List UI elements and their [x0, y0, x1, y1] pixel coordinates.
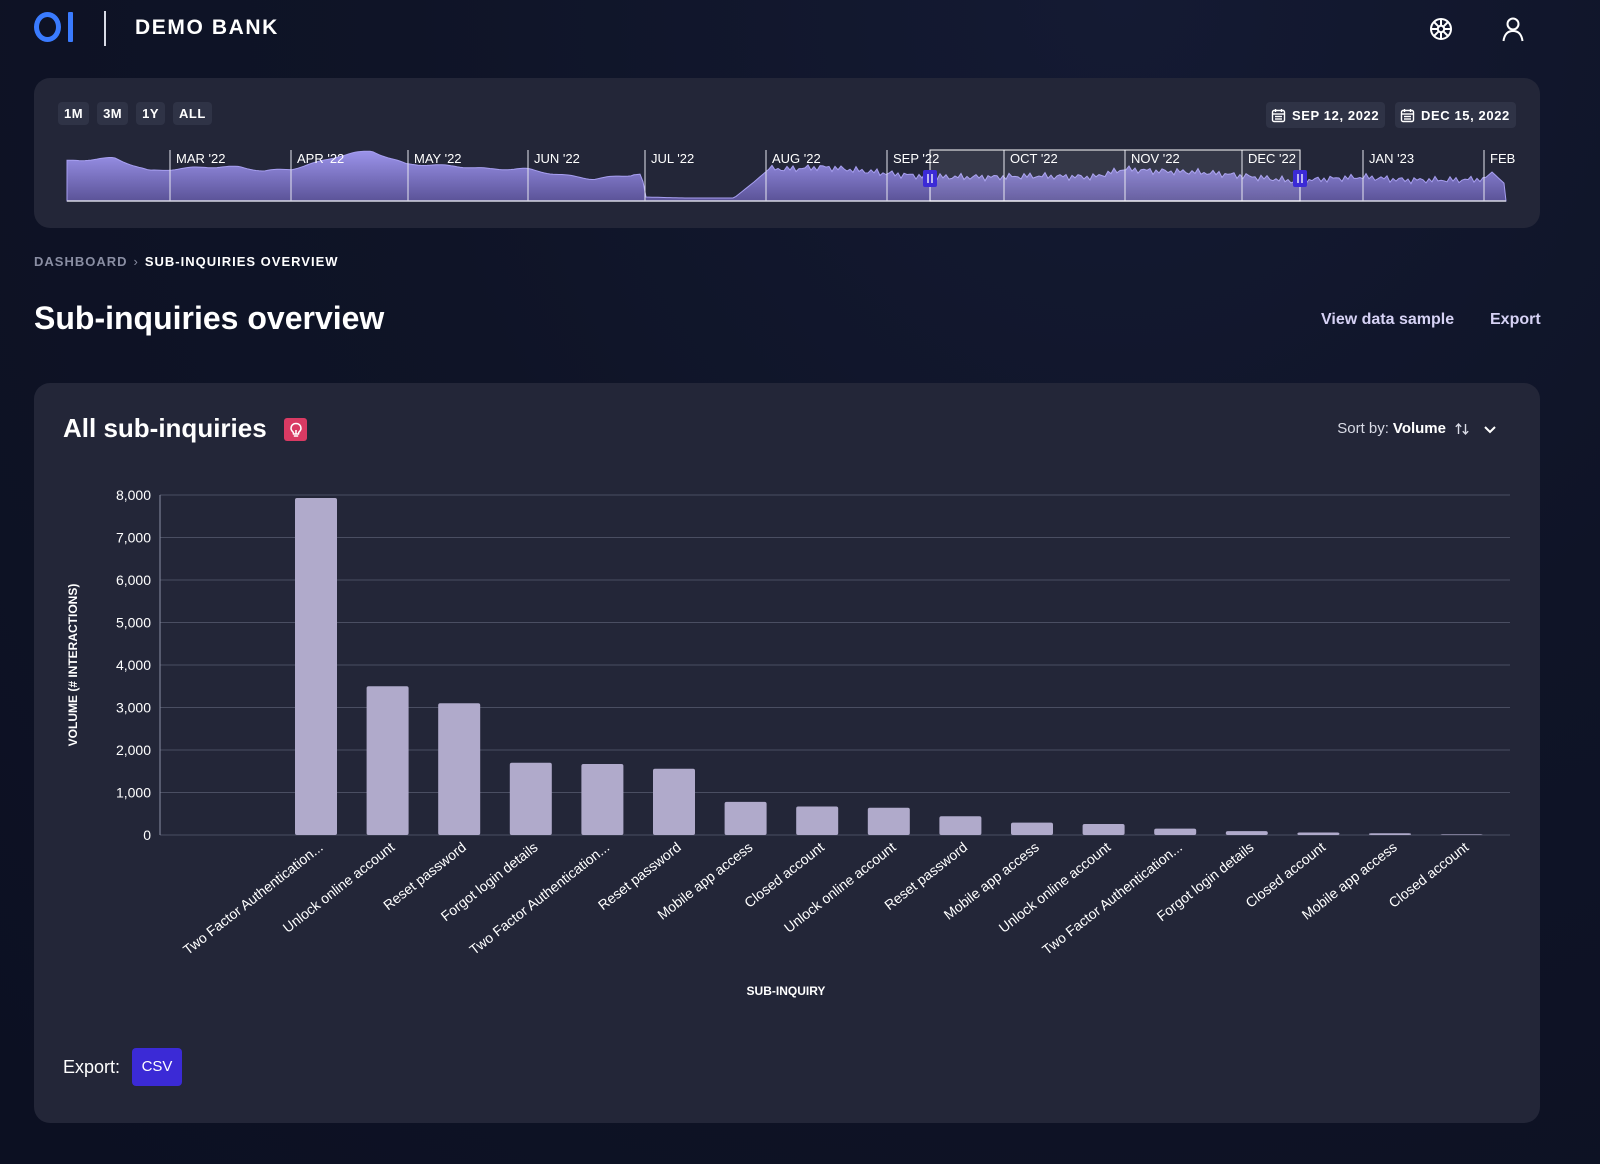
export-label: Export:	[63, 1057, 121, 1077]
bar[interactable]	[509, 762, 552, 835]
calendar-icon	[1271, 108, 1286, 122]
x-tick-label: Closed account	[1386, 839, 1472, 911]
chevron-down-icon[interactable]	[1482, 421, 1498, 437]
month-label: OCT '22	[1010, 151, 1058, 166]
month-label: AUG '22	[772, 151, 821, 166]
start-date-text: SEP 12, 2022	[1292, 107, 1380, 123]
page-title: Sub-inquiries overview	[34, 300, 385, 336]
month-label: MAR '22	[176, 151, 225, 166]
month-label: JUN '22	[534, 151, 580, 166]
brand-name: DEMO BANK	[135, 16, 279, 39]
bar[interactable]	[438, 703, 481, 835]
bar[interactable]	[581, 764, 624, 835]
sort-order-icon[interactable]	[1454, 421, 1470, 437]
bar[interactable]	[867, 807, 910, 835]
y-tick-label: 8,000	[116, 487, 151, 503]
x-tick-label: Two Factor Authentication...	[180, 839, 326, 958]
bar[interactable]	[939, 816, 982, 835]
breadcrumb-dashboard-link[interactable]: DASHBOARD	[34, 254, 128, 269]
logo-o-shape	[34, 12, 61, 42]
logo-i-shape	[68, 12, 73, 42]
y-tick-label: 5,000	[116, 615, 151, 631]
end-date-text: DEC 15, 2022	[1421, 107, 1510, 123]
sub-inquiry-bar-chart: 0 1,000 2,000 3,000 4,000 5,000 6,000 7,000 8,00…	[66, 487, 1510, 998]
timeline-panel: 1M 3M 1Y ALL SEP 12, 2022 DEC 15, 2022 M…	[34, 78, 1540, 228]
calendar-icon	[1400, 108, 1415, 122]
x-tick-label: Two Factor Authentication...	[466, 839, 612, 958]
export-link[interactable]: Export	[1490, 311, 1541, 328]
y-tick-label: 0	[143, 827, 151, 843]
range-all-button[interactable]: ALL	[173, 102, 212, 125]
month-label: DEC '22	[1248, 151, 1296, 166]
sort-value: Volume	[1392, 420, 1446, 437]
bar[interactable]	[1011, 822, 1053, 835]
month-label: NOV '22	[1131, 151, 1180, 166]
range-button-group: 1M 3M 1Y ALL	[58, 102, 212, 125]
card-title: All sub-inquiries	[63, 413, 267, 443]
month-label: MAY '22	[414, 151, 462, 166]
range-1m-button[interactable]: 1M	[58, 102, 90, 125]
settings-wheel-icon[interactable]	[1428, 16, 1454, 42]
breadcrumb: DASHBOARD › SUB-INQUIRIES OVERVIEW	[34, 254, 339, 269]
header-divider	[104, 11, 106, 46]
sort-dropdown[interactable]: Sort by: Volume	[1337, 420, 1498, 437]
bar[interactable]	[295, 497, 337, 835]
range-3m-button[interactable]: 3M	[97, 102, 129, 125]
x-tick-label: Two Factor Authentication...	[1039, 839, 1185, 958]
y-tick-label: 2,000	[116, 742, 151, 758]
bar[interactable]	[1297, 832, 1340, 835]
month-label: FEB	[1490, 151, 1515, 166]
month-label: JUL '22	[651, 151, 694, 166]
lightbulb-icon[interactable]	[284, 418, 307, 441]
y-axis-title: VOLUME (# INTERACTIONS)	[66, 584, 80, 747]
end-handle[interactable]	[1293, 170, 1307, 187]
end-date-picker[interactable]: DEC 15, 2022	[1395, 102, 1516, 128]
y-tick-label: 7,000	[116, 530, 151, 546]
view-data-sample-link[interactable]: View data sample	[1321, 311, 1455, 328]
sub-inquiries-card: All sub-inquiries Sort by: Volume 0 1,000…	[34, 383, 1540, 1123]
bar[interactable]	[724, 801, 767, 835]
bar[interactable]	[1440, 834, 1483, 835]
month-label: APR '22	[297, 151, 344, 166]
timeline-sparkline[interactable]: MAR '22 APR '22 MAY '22 JUN '22 JUL '22 AUG '…	[34, 78, 1540, 228]
timeline-area	[66, 150, 1507, 202]
csv-export-button[interactable]: CSV	[132, 1048, 182, 1086]
month-label: JAN '23	[1369, 151, 1414, 166]
bar[interactable]	[796, 806, 839, 835]
start-handle[interactable]	[923, 170, 937, 187]
bar[interactable]	[366, 686, 409, 835]
breadcrumb-current: SUB-INQUIRIES OVERVIEW	[144, 254, 339, 269]
bar[interactable]	[653, 768, 695, 835]
selection-window[interactable]	[929, 149, 1301, 202]
user-icon[interactable]	[1500, 16, 1526, 42]
bar[interactable]	[1082, 823, 1125, 835]
sort-label: Sort by:	[1337, 420, 1389, 437]
chevron-right-icon: ›	[133, 254, 139, 269]
y-tick-label: 1,000	[116, 785, 151, 801]
x-axis-title: SUB-INQUIRY	[747, 984, 826, 998]
y-tick-label: 6,000	[116, 572, 151, 588]
bar[interactable]	[1369, 833, 1411, 835]
oi-logo[interactable]	[34, 12, 73, 42]
bar[interactable]	[1225, 831, 1268, 835]
y-tick-label: 3,000	[116, 700, 151, 716]
top-bar: DEMO BANK	[0, 0, 1600, 58]
start-date-picker[interactable]: SEP 12, 2022	[1266, 102, 1386, 128]
bar[interactable]	[1154, 828, 1197, 835]
y-tick-label: 4,000	[116, 657, 151, 673]
month-label: SEP '22	[893, 151, 939, 166]
range-1y-button[interactable]: 1Y	[136, 102, 166, 125]
